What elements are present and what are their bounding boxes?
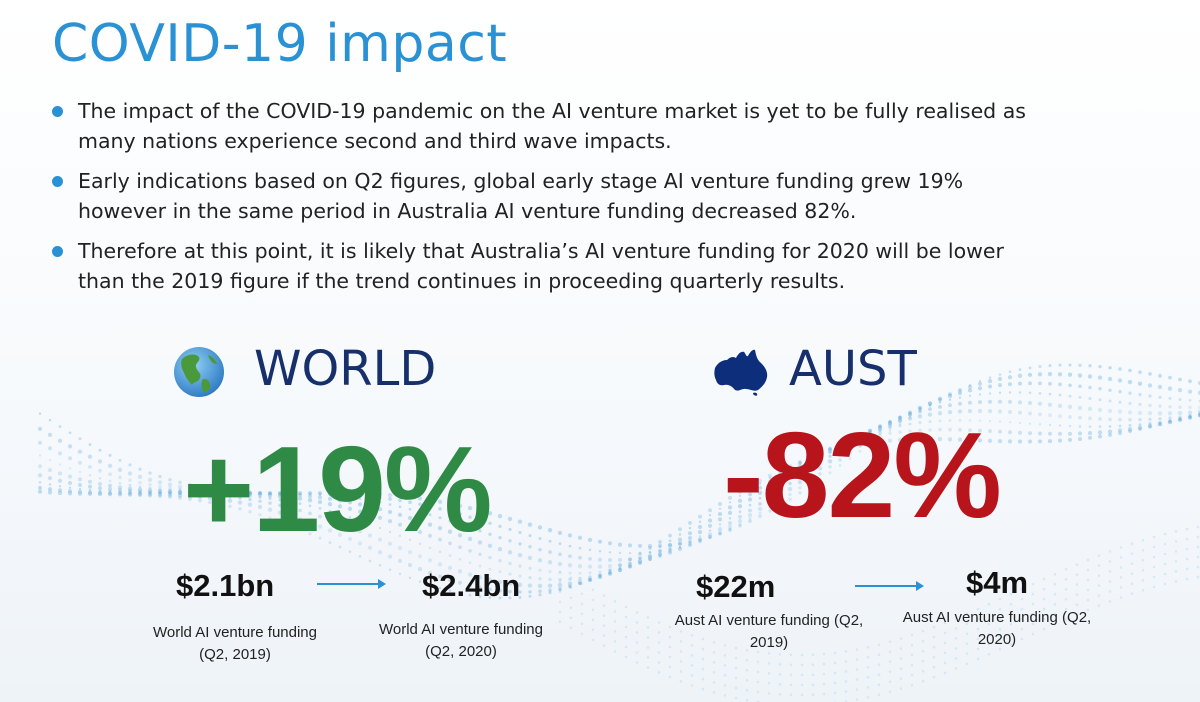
bullet-item: Early indications based on Q2 figures, g…: [52, 166, 1052, 226]
aust-from-value: $22m: [696, 569, 776, 604]
australia-map-icon: [714, 349, 768, 396]
world-to-caption: World AI venture funding (Q2, 2020): [379, 621, 543, 660]
aust-change-value: -82%: [723, 407, 1002, 543]
bullet-list: The impact of the COVID-19 pandemic on t…: [52, 96, 1052, 306]
bullet-item: Therefore at this point, it is likely th…: [52, 236, 1052, 296]
aust-label: AUST: [789, 341, 917, 397]
bullet-dot-icon: [52, 246, 63, 257]
world-from-value: $2.1bn: [176, 568, 275, 603]
world-label: WORLD: [254, 341, 437, 397]
bullet-item: The impact of the COVID-19 pandemic on t…: [52, 96, 1052, 156]
bullet-dot-icon: [52, 176, 63, 187]
world-change-value: +19%: [183, 421, 492, 557]
arrow-right-icon: [317, 579, 386, 589]
world-from-caption: World AI venture funding (Q2, 2019): [153, 624, 317, 663]
world-to-value: $2.4bn: [422, 568, 521, 603]
bullet-dot-icon: [52, 106, 63, 117]
arrow-right-icon: [855, 581, 924, 591]
aust-from-caption: Aust AI venture funding (Q2, 2019): [674, 612, 864, 651]
page-title: COVID-19 impact: [52, 14, 508, 74]
aust-to-value: $4m: [966, 565, 1029, 600]
globe-icon: [174, 347, 224, 397]
aust-to-caption: Aust AI venture funding (Q2, 2020): [902, 609, 1092, 648]
